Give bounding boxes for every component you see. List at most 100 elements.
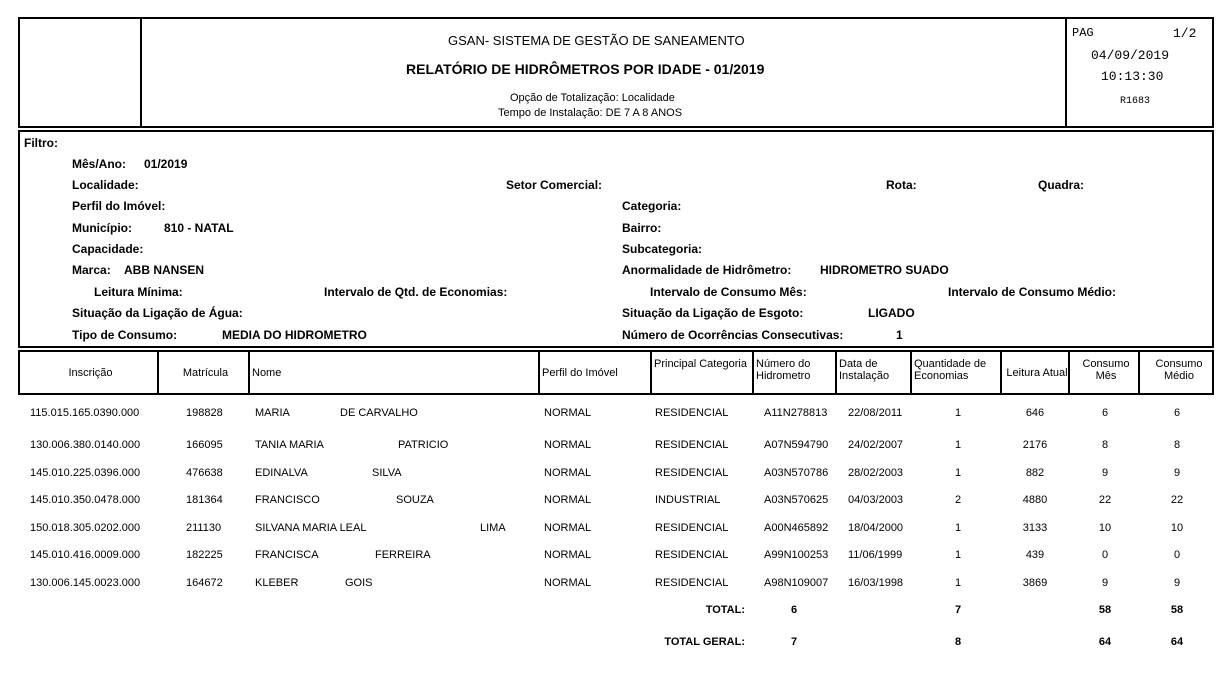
cell-leitura: 3133 [1022,522,1048,534]
cell-hidrometro: A98N109007 [764,577,829,589]
column-header-matricula: Matrícula [182,366,229,379]
cell-data-instalacao: 22/08/2011 [848,407,903,419]
cell-consumo-mes: 9 [1101,467,1109,479]
cell-economias: 1 [954,467,962,479]
cell-consumo-medio: 9 [1173,577,1181,589]
cell-matricula: 182225 [186,549,223,561]
column-header-categoria: Principal Categoria [654,358,747,370]
cell-consumo-medio: 10 [1170,522,1184,534]
column-header-hidrometro: Número do Hidrometro [756,358,811,382]
cell-categoria: RESIDENCIAL [655,407,729,419]
cell-perfil: NORMAL [544,549,592,561]
subcategoria-label: Subcategoria: [622,242,703,256]
cell-nome-primeiro: FRANCISCO [255,494,320,506]
total-geral-consumo-medio: 64 [1170,636,1184,648]
cell-nome-primeiro: TANIA MARIA [255,439,324,451]
divider [1065,19,1067,126]
tipo-consumo-value: MEDIA DO HIDROMETRO [222,328,367,342]
anormalidade-label: Anormalidade de Hidrômetro: [622,263,792,277]
cell-consumo-medio: 8 [1173,439,1181,451]
cell-perfil: NORMAL [544,577,592,589]
cell-categoria: RESIDENCIAL [655,549,729,561]
anormalidade-value: HIDROMETRO SUADO [820,263,949,277]
cell-consumo-medio: 9 [1173,467,1181,479]
cell-inscricao: 145.010.416.0009.000 [30,549,141,561]
cell-categoria: RESIDENCIAL [655,522,729,534]
cell-matricula: 476638 [186,467,223,479]
cell-leitura: 882 [1025,467,1045,479]
page-number: 1/2 [1173,26,1197,41]
setor-label: Setor Comercial: [506,178,603,192]
column-header-economias: Quantidade de Economias [914,358,987,382]
cell-data-instalacao: 24/02/2007 [848,439,904,451]
total-economias: 7 [954,604,962,616]
situacao-esgoto-value: LIGADO [868,306,915,320]
cell-inscricao: 145.010.350.0478.000 [30,494,141,506]
cell-consumo-mes: 22 [1098,494,1112,506]
total-consumo-mes: 58 [1098,604,1112,616]
install-time: Tempo de Instalação: DE 7 A 8 ANOS [498,107,683,119]
cell-consumo-medio: 6 [1173,407,1181,419]
cell-leitura: 2176 [1022,439,1048,451]
cell-consumo-mes: 6 [1101,407,1109,419]
cell-matricula: 211130 [186,522,222,534]
report-code: R1683 [1120,96,1151,107]
cell-matricula: 166095 [186,439,223,451]
column-header-consumo-mes: Consumo Mês [1082,358,1130,382]
cell-nome-sobrenome: SILVA [372,467,402,479]
cell-matricula: 181364 [186,494,223,506]
cell-inscricao: 150.018.305.0202.000 [30,522,141,534]
cell-data-instalacao: 11/06/1999 [848,549,903,561]
cell-nome-sobrenome: LIMA [480,522,506,534]
cell-matricula: 164672 [186,577,223,589]
column-divider [650,352,652,393]
cell-data-instalacao: 18/04/2000 [848,522,904,534]
quadra-label: Quadra: [1038,178,1085,192]
cell-consumo-mes: 0 [1101,549,1109,561]
cell-nome-primeiro: SILVANA MARIA LEAL [255,522,367,534]
cell-perfil: NORMAL [544,494,592,506]
cell-categoria: RESIDENCIAL [655,577,729,589]
cell-economias: 1 [954,522,962,534]
column-divider [248,352,250,393]
column-divider [1138,352,1140,393]
cell-perfil: NORMAL [544,407,592,419]
bairro-label: Bairro: [622,221,662,235]
report-date: 04/09/2019 [1091,48,1170,63]
cell-hidrometro: A99N100253 [764,549,829,561]
column-divider [1000,352,1002,393]
column-divider [835,352,837,393]
cell-economias: 1 [954,577,962,589]
cell-matricula: 198828 [186,407,223,419]
column-header-inscricao: Inscrição [68,366,113,379]
tipo-consumo-label: Tipo de Consumo: [72,328,178,342]
column-divider [538,352,540,393]
cell-hidrometro: A11N278813 [764,407,828,419]
situacao-agua-label: Situação da Ligação de Água: [72,306,243,320]
cell-consumo-mes: 9 [1101,577,1109,589]
cell-nome-sobrenome: GOIS [345,577,373,589]
column-header-data-instalacao: Data de Instalação [839,358,890,382]
ocorrencias-label: Número de Ocorrências Consecutivas: [622,328,844,342]
cell-nome-sobrenome: PATRICIO [398,439,449,451]
cell-hidrometro: A03N570786 [764,467,829,479]
totalization-option: Opção de Totalização: Localidade [510,92,675,104]
report-title: RELATÓRIO DE HIDRÔMETROS POR IDADE - 01/… [406,61,765,77]
total-hidrometros: 6 [790,604,798,616]
marca-value: ABB NANSEN [124,263,205,277]
cell-economias: 1 [954,439,962,451]
cell-categoria: INDUSTRIAL [655,494,721,506]
total-geral-economias: 8 [954,636,962,648]
cell-economias: 2 [954,494,962,506]
categoria-label: Categoria: [622,199,682,213]
total-geral-consumo-mes: 64 [1098,636,1112,648]
cell-hidrometro: A00N465892 [764,522,829,534]
column-header-nome: Nome [252,366,282,379]
municipio-label: Município: [72,221,132,235]
page-label: PAG [1072,26,1094,40]
cell-nome-sobrenome: SOUZA [396,494,434,506]
cell-consumo-mes: 8 [1101,439,1109,451]
report-time: 10:13:30 [1101,69,1164,84]
total-geral-label: TOTAL GERAL: [664,636,745,648]
filter-panel: Filtro: Mês/Ano: 01/2019 Localidade: Set… [18,130,1214,348]
